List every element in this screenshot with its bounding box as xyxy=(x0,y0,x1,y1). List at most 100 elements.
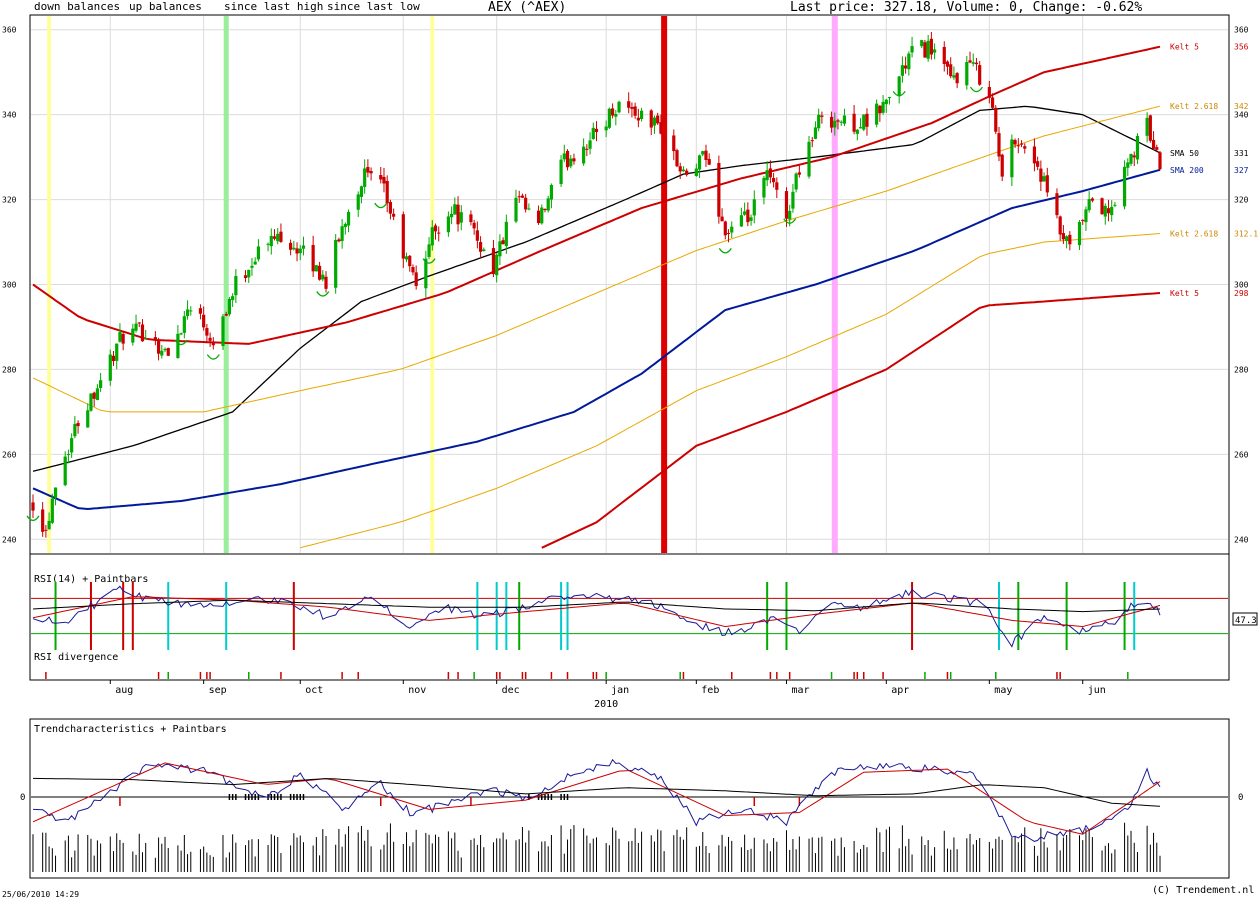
candle-body xyxy=(495,254,499,276)
candle-body xyxy=(527,208,531,210)
candle-body xyxy=(1148,115,1152,141)
cup-marker xyxy=(422,258,436,264)
candle-body xyxy=(929,38,933,55)
candle-body xyxy=(536,210,541,224)
highlight-band-yellow-0 xyxy=(47,16,52,553)
month-label-dec: dec xyxy=(502,685,520,696)
header-links: down balances up balances since last hig… xyxy=(34,0,420,13)
candle-body xyxy=(784,191,789,219)
candle-body xyxy=(942,46,946,64)
candle-body xyxy=(379,175,383,180)
candle-body xyxy=(311,245,315,272)
candle-body xyxy=(279,231,283,242)
candle-body xyxy=(730,226,734,233)
candle-body xyxy=(842,115,847,124)
candle-body xyxy=(47,520,51,530)
price-overlays xyxy=(32,45,1161,549)
overlay-value-kelt5-lower: 298 xyxy=(1234,289,1249,298)
candle-body xyxy=(720,216,724,222)
candle-body xyxy=(140,324,145,342)
candle-body xyxy=(794,173,798,190)
link-down-balances[interactable]: down balances xyxy=(34,0,120,13)
candle-body xyxy=(44,529,48,531)
candle-body xyxy=(707,158,711,165)
candle-body xyxy=(253,261,257,265)
trend-line-0 xyxy=(32,758,1161,842)
candle-body xyxy=(498,241,502,257)
link-since-last-high[interactable]: since last high xyxy=(224,0,323,13)
candle-body xyxy=(836,120,840,122)
candle-body xyxy=(321,274,325,280)
month-label-aug: aug xyxy=(115,685,133,696)
candle-body xyxy=(404,256,409,260)
rsi-title: RSI(14) + Paintbars xyxy=(34,574,148,585)
month-label-feb: feb xyxy=(701,685,719,696)
candle-body xyxy=(337,239,341,242)
candle-body xyxy=(70,438,74,453)
y-tick-right-300: 300 xyxy=(1234,281,1249,290)
candle-body xyxy=(520,195,525,198)
rsi-divergence-title: RSI divergence xyxy=(34,652,118,663)
candle-body xyxy=(926,40,930,59)
candle-body xyxy=(955,73,959,84)
candle-body xyxy=(478,242,483,252)
line-sma50 xyxy=(32,105,1161,472)
candle-body xyxy=(1132,155,1136,158)
line-kelt2618-lower xyxy=(300,233,1161,549)
candle-body xyxy=(659,122,663,134)
candle-body xyxy=(385,180,389,204)
candle-body xyxy=(978,65,982,85)
candle-body xyxy=(388,202,393,214)
candle-body xyxy=(356,194,360,210)
candle-body xyxy=(450,213,454,218)
candle-body xyxy=(607,108,611,128)
candle-body xyxy=(652,117,657,126)
candle-body xyxy=(862,114,866,130)
rsi-panel xyxy=(31,582,1228,679)
trend-line-1 xyxy=(32,762,1161,835)
candle-body xyxy=(726,232,731,234)
candle-body xyxy=(437,232,441,234)
overlay-label-sma200: SMA 200 xyxy=(1170,166,1204,175)
candle-body xyxy=(768,168,772,178)
overlay-value-kelt2618-lower: 312.1 xyxy=(1234,230,1258,239)
candle-body xyxy=(298,248,302,254)
candle-body xyxy=(594,128,599,132)
candle-body xyxy=(366,166,370,173)
candle-body xyxy=(501,240,505,245)
link-up-balances[interactable]: up balances xyxy=(129,0,202,13)
candle-body xyxy=(1151,139,1156,149)
candle-body xyxy=(1087,199,1091,211)
cup-marker xyxy=(718,248,732,254)
candle-body xyxy=(717,163,721,217)
candle-body xyxy=(1065,236,1069,242)
candle-body xyxy=(205,327,209,336)
candle-body xyxy=(788,210,792,220)
cup-marker xyxy=(892,90,906,97)
candle-body xyxy=(633,106,637,116)
candle-body xyxy=(459,212,463,223)
candle-body xyxy=(701,151,705,155)
candle-body xyxy=(772,177,776,183)
candle-body xyxy=(743,211,747,215)
candle-body xyxy=(949,64,953,77)
candle-body xyxy=(108,354,112,381)
candle-body xyxy=(250,265,254,268)
y-tick-right-240: 240 xyxy=(1234,535,1249,544)
cup-markers xyxy=(26,86,984,522)
candle-body xyxy=(433,225,438,232)
link-since-last-low[interactable]: since last low xyxy=(327,0,420,13)
candle-body xyxy=(446,216,450,233)
candle-body xyxy=(1135,135,1140,160)
candle-body xyxy=(723,221,727,236)
candle-body xyxy=(41,509,45,532)
candle-body xyxy=(813,127,818,139)
candle-body xyxy=(807,141,811,177)
candle-body xyxy=(685,170,689,175)
rsi-current-value: 47.3 xyxy=(1235,616,1257,626)
candle-body xyxy=(797,172,801,175)
candle-body xyxy=(340,226,344,241)
candle-body xyxy=(363,168,367,187)
candle-body xyxy=(987,86,991,98)
